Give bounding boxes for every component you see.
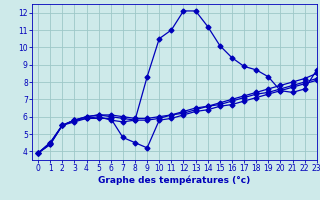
- X-axis label: Graphe des températures (°c): Graphe des températures (°c): [98, 176, 251, 185]
